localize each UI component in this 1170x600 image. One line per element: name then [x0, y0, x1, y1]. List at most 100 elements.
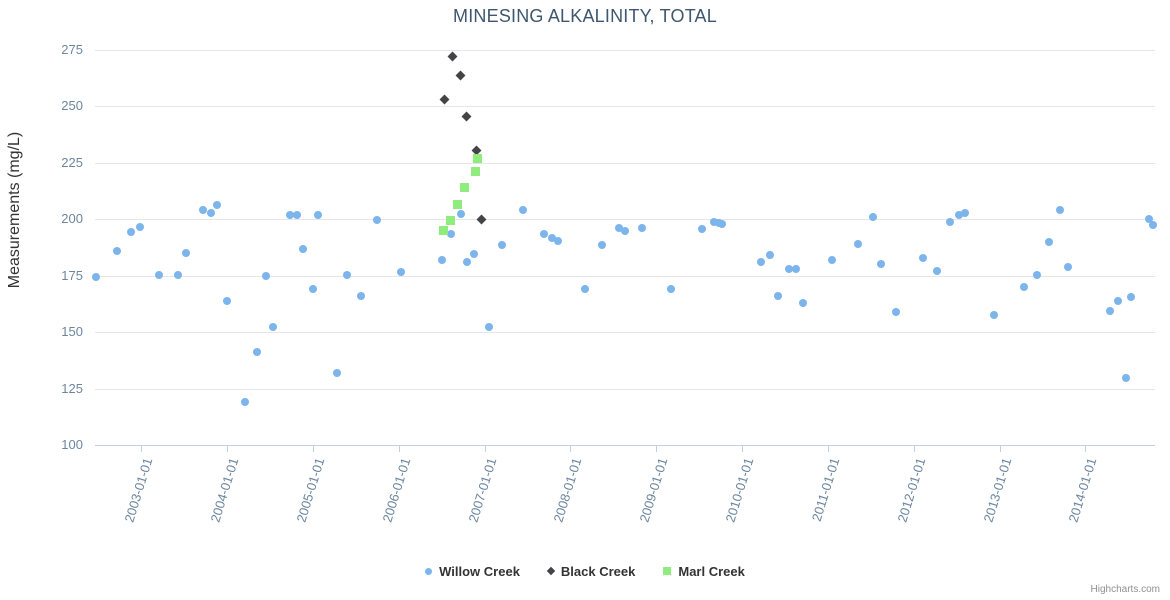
data-point[interactable]: [199, 206, 208, 215]
data-point[interactable]: [476, 214, 487, 225]
data-point[interactable]: [462, 258, 471, 267]
data-point[interactable]: [519, 206, 528, 215]
data-point[interactable]: [470, 250, 479, 259]
data-point[interactable]: [154, 270, 163, 279]
data-point[interactable]: [932, 267, 941, 276]
data-point[interactable]: [127, 227, 136, 236]
data-point[interactable]: [877, 260, 886, 269]
data-point[interactable]: [581, 285, 590, 294]
data-point[interactable]: [621, 226, 630, 235]
data-point[interactable]: [91, 272, 100, 281]
data-point[interactable]: [437, 255, 446, 264]
data-point[interactable]: [828, 255, 837, 264]
data-point[interactable]: [554, 236, 563, 245]
data-point[interactable]: [223, 296, 232, 305]
data-point[interactable]: [891, 307, 900, 316]
data-point[interactable]: [470, 167, 480, 177]
data-point[interactable]: [1064, 262, 1073, 271]
data-point[interactable]: [445, 215, 455, 225]
data-point[interactable]: [539, 229, 548, 238]
data-point[interactable]: [181, 249, 190, 258]
data-point[interactable]: [945, 217, 954, 226]
circle-marker-icon: [425, 567, 433, 575]
x-axis-tick-label: 2008-01-01: [551, 456, 585, 524]
data-point[interactable]: [241, 398, 250, 407]
data-point[interactable]: [136, 223, 145, 232]
x-axis-tick-label: 2013-01-01: [980, 456, 1014, 524]
data-point[interactable]: [1033, 270, 1042, 279]
data-point[interactable]: [1045, 237, 1054, 246]
data-point[interactable]: [718, 219, 727, 228]
data-point[interactable]: [455, 71, 466, 81]
data-point[interactable]: [1121, 374, 1130, 383]
data-point[interactable]: [484, 322, 493, 331]
data-point[interactable]: [955, 210, 964, 219]
data-point[interactable]: [792, 264, 801, 273]
y-axis-tick-label: 225: [61, 154, 83, 170]
data-point[interactable]: [919, 253, 928, 262]
data-point[interactable]: [1144, 215, 1153, 224]
data-point[interactable]: [799, 298, 808, 307]
data-point[interactable]: [637, 224, 646, 233]
data-point[interactable]: [697, 225, 706, 234]
data-point[interactable]: [456, 209, 465, 218]
data-point[interactable]: [784, 264, 793, 273]
data-point[interactable]: [473, 153, 483, 163]
data-point[interactable]: [548, 234, 557, 243]
data-point[interactable]: [309, 285, 317, 294]
x-axis-tick-mark: [742, 445, 744, 452]
square-marker-icon: [663, 567, 672, 576]
data-point[interactable]: [261, 271, 270, 280]
data-point[interactable]: [357, 292, 366, 301]
data-point[interactable]: [298, 244, 307, 253]
chart-title: MINESING ALKALINITY, TOTAL: [453, 6, 717, 26]
data-point[interactable]: [452, 200, 462, 210]
data-point[interactable]: [774, 292, 783, 301]
x-axis-tick-label: 2004-01-01: [207, 456, 242, 524]
data-point[interactable]: [615, 224, 624, 233]
legend-item-black-creek[interactable]: Black Creek: [546, 563, 635, 579]
data-point[interactable]: [461, 111, 472, 122]
data-point[interactable]: [333, 368, 342, 377]
data-point[interactable]: [343, 270, 352, 279]
data-point[interactable]: [268, 322, 277, 331]
data-point[interactable]: [439, 94, 450, 105]
data-point[interactable]: [447, 229, 456, 238]
data-point[interactable]: [447, 51, 458, 62]
data-point[interactable]: [206, 208, 215, 217]
data-point[interactable]: [1105, 306, 1114, 315]
data-point[interactable]: [292, 210, 301, 219]
legend-item-marl-creek[interactable]: Marl Creek: [663, 563, 745, 579]
x-axis-tick-mark: [484, 445, 486, 452]
data-point[interactable]: [285, 210, 294, 219]
data-point[interactable]: [372, 216, 381, 225]
data-point[interactable]: [709, 217, 718, 226]
data-point[interactable]: [212, 200, 221, 209]
data-point[interactable]: [1114, 296, 1123, 305]
data-point[interactable]: [113, 246, 122, 255]
data-point[interactable]: [314, 210, 323, 219]
data-point[interactable]: [598, 241, 607, 250]
data-point[interactable]: [1019, 283, 1028, 291]
data-point[interactable]: [989, 311, 998, 320]
data-point[interactable]: [397, 268, 406, 277]
data-point[interactable]: [765, 251, 774, 260]
data-point[interactable]: [854, 240, 863, 249]
y-gridline: [95, 332, 1155, 334]
x-axis-tick-mark: [570, 445, 572, 452]
data-point[interactable]: [253, 348, 262, 357]
data-point[interactable]: [459, 183, 469, 193]
data-point[interactable]: [666, 285, 675, 294]
highcharts-credits[interactable]: Highcharts.com: [1090, 584, 1160, 595]
data-point[interactable]: [1126, 293, 1135, 302]
data-point[interactable]: [1055, 206, 1064, 215]
data-point[interactable]: [961, 208, 970, 217]
x-axis-tick-mark: [913, 445, 915, 452]
data-point[interactable]: [757, 258, 766, 267]
data-point[interactable]: [869, 213, 878, 222]
data-point[interactable]: [1149, 220, 1158, 229]
data-point[interactable]: [497, 241, 506, 250]
data-point[interactable]: [174, 270, 183, 279]
data-point[interactable]: [438, 226, 448, 236]
legend-item-willow-creek[interactable]: Willow Creek: [425, 563, 520, 579]
